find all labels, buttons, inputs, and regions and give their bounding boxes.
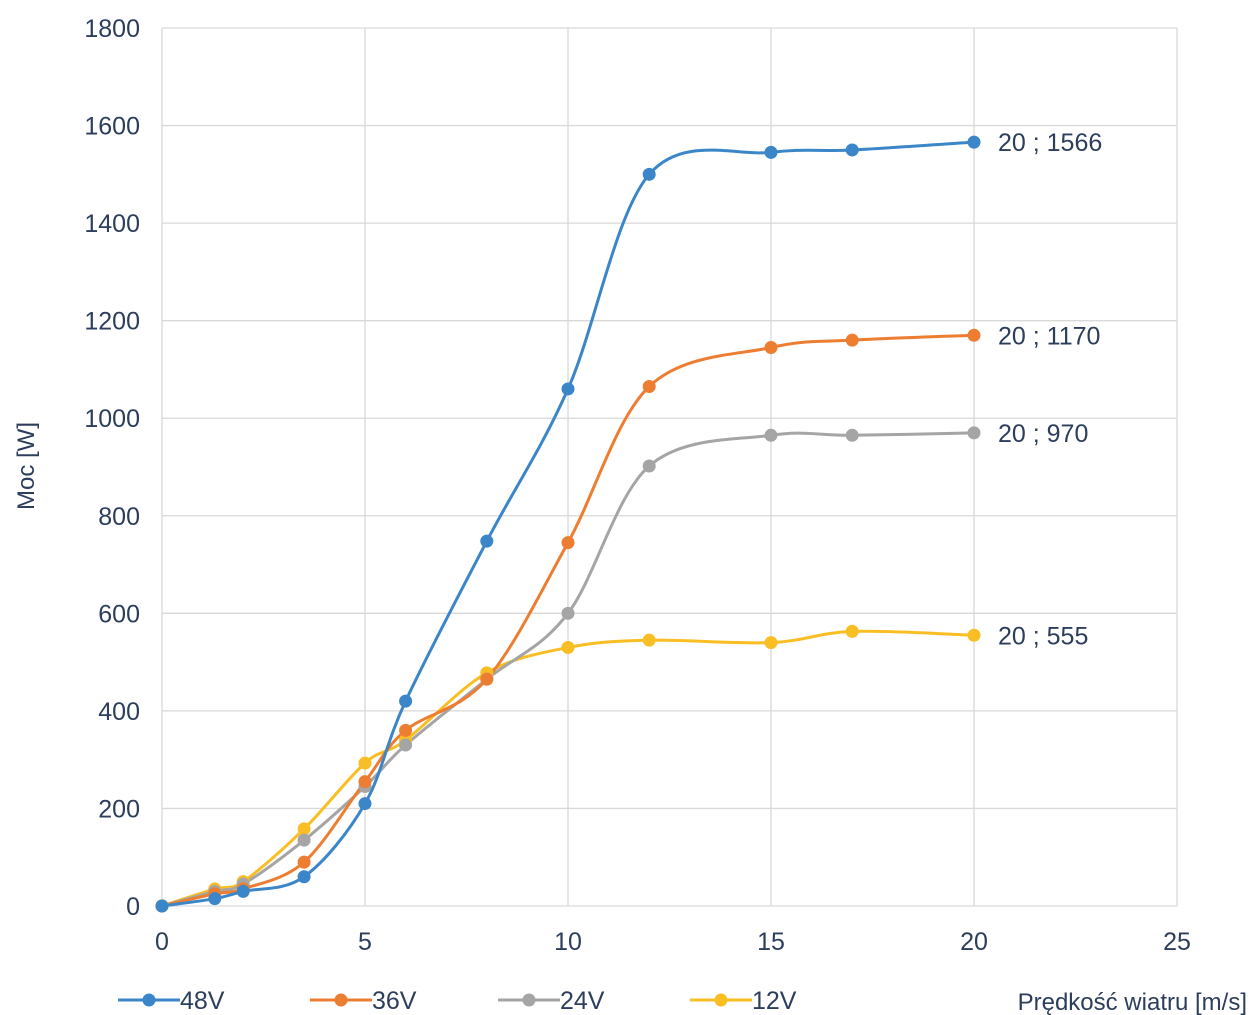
legend-marker-36v: [334, 993, 348, 1007]
legend-label-12v: 12V: [752, 987, 797, 1015]
data-point-36v: [845, 333, 859, 347]
y-tick-label: 1200: [84, 308, 140, 336]
data-point-24v: [642, 459, 656, 473]
data-point-12v: [297, 822, 311, 836]
y-axis-title: Moc [W]: [13, 422, 40, 510]
y-tick-label: 1000: [84, 405, 140, 433]
y-tick-label: 0: [126, 893, 140, 921]
data-point-36v: [297, 855, 311, 869]
data-point-36v: [561, 536, 575, 550]
legend-label-48v: 48V: [180, 987, 225, 1015]
y-tick-label: 800: [98, 503, 140, 531]
data-point-24v: [297, 833, 311, 847]
data-point-24v: [845, 428, 859, 442]
legend-item-24v: 24V: [498, 987, 605, 1015]
data-point-48v: [297, 870, 311, 884]
x-tick-label: 10: [554, 928, 582, 956]
data-label-36v: 20 ; 1170: [998, 322, 1100, 350]
data-point-36v: [358, 775, 372, 789]
y-tick-label: 400: [98, 698, 140, 726]
data-point-12v: [845, 624, 859, 638]
legend-item-48v: 48V: [118, 987, 225, 1015]
x-axis-tick-labels: 0 5 10 15 20 25: [155, 928, 1191, 956]
legend-marker-24v: [522, 993, 536, 1007]
data-point-48v: [967, 135, 981, 149]
data-point-36v: [480, 672, 494, 686]
data-point-48v: [236, 884, 250, 898]
legend-label-24v: 24V: [560, 987, 605, 1015]
y-tick-label: 1800: [84, 15, 140, 43]
y-tick-label: 200: [98, 795, 140, 823]
data-point-12v: [358, 756, 372, 770]
y-tick-label: 1600: [84, 113, 140, 141]
series-markers: [155, 135, 981, 913]
y-tick-label: 600: [98, 600, 140, 628]
legend-marker-12v: [714, 993, 728, 1007]
data-point-48v: [480, 534, 494, 548]
x-tick-label: 5: [358, 928, 372, 956]
legend-marker-48v: [142, 993, 156, 1007]
data-point-36v: [967, 328, 981, 342]
data-point-48v: [561, 382, 575, 396]
data-point-48v: [358, 797, 372, 811]
data-point-36v: [642, 380, 656, 394]
x-tick-label: 25: [1163, 928, 1191, 956]
data-point-36v: [764, 340, 778, 354]
data-point-24v: [399, 738, 413, 752]
data-point-48v: [208, 892, 222, 906]
data-point-48v: [845, 143, 859, 157]
data-point-12v: [764, 636, 778, 650]
x-tick-label: 20: [960, 928, 988, 956]
legend-item-12v: 12V: [690, 987, 797, 1015]
x-tick-label: 15: [757, 928, 785, 956]
grid: [161, 27, 1178, 907]
data-label-48v: 20 ; 1566: [998, 129, 1102, 157]
data-point-12v: [642, 633, 656, 647]
y-tick-label: 1400: [84, 210, 140, 238]
data-point-48v: [155, 899, 169, 913]
data-label-12v: 20 ; 555: [998, 622, 1088, 650]
x-tick-label: 0: [155, 928, 169, 956]
data-point-24v: [561, 606, 575, 620]
data-point-48v: [764, 145, 778, 159]
data-point-36v: [399, 723, 413, 737]
data-label-24v: 20 ; 970: [998, 420, 1088, 448]
data-labels: 20 ; 555 20 ; 970 20 ; 1170 20 ; 1566: [998, 129, 1102, 650]
data-point-48v: [642, 167, 656, 181]
legend: 48V 36V 24V 12V: [118, 987, 797, 1015]
data-point-12v: [561, 640, 575, 654]
x-axis-title: Prędkość wiatru [m/s]: [1018, 989, 1247, 1015]
data-point-48v: [399, 694, 413, 708]
data-point-24v: [764, 428, 778, 442]
legend-label-36v: 36V: [372, 987, 417, 1015]
y-axis-tick-labels: 0 200 400 600 800 1000 1200 1400 1600 1800: [84, 15, 140, 921]
data-point-12v: [967, 628, 981, 642]
data-point-24v: [967, 426, 981, 440]
legend-item-36v: 36V: [310, 987, 417, 1015]
